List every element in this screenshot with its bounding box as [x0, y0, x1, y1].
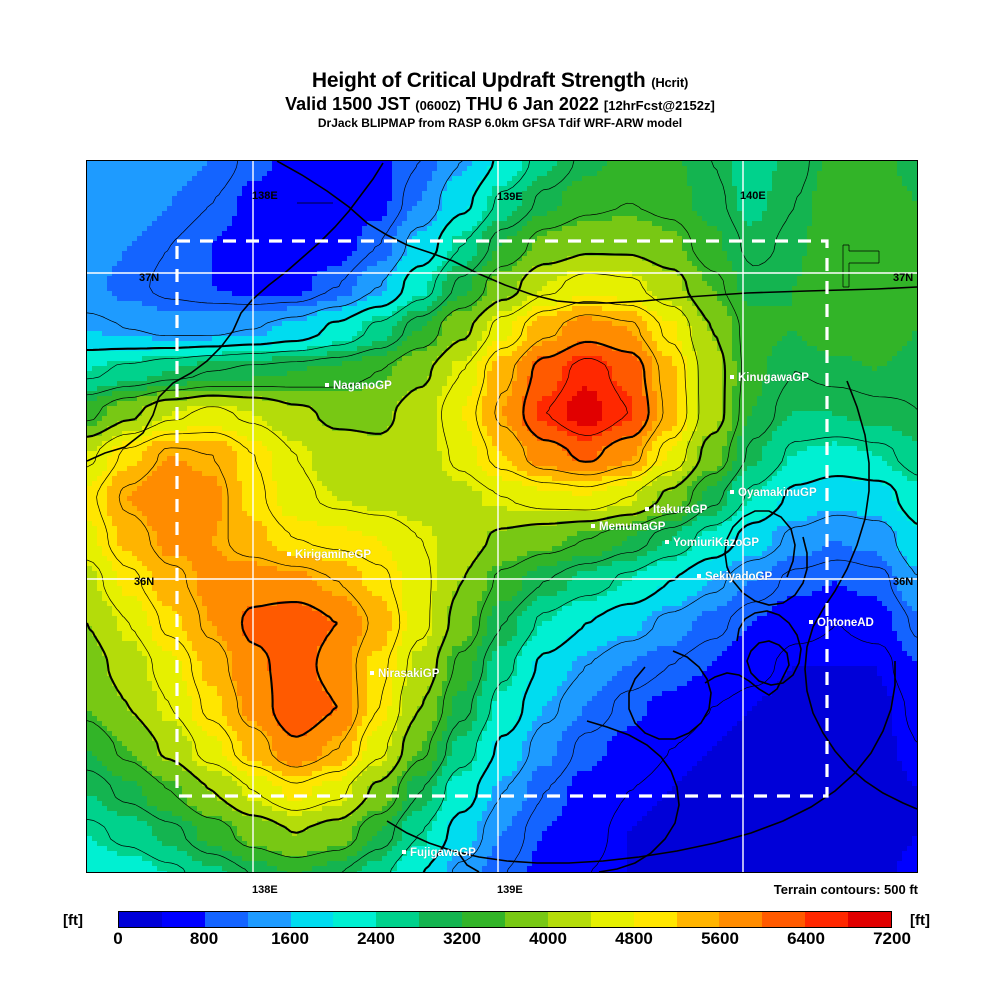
- colorbar-tick-group: 0 800 1600 2400 3200 4000 4800 5600 6400 7200: [113, 929, 911, 953]
- colorbar-tick-5600: 5600: [701, 929, 739, 949]
- valid-prefix: Valid 1500 JST: [285, 94, 410, 114]
- colorbar-band-17: [848, 912, 892, 927]
- valid-utc: (0600Z): [415, 98, 461, 113]
- colorbar-tick-0: 0: [113, 929, 122, 949]
- forecast-domain-box: [175, 239, 829, 798]
- valid-date: THU 6 Jan 2022: [466, 94, 599, 114]
- colorbar-band-7: [419, 912, 463, 927]
- colorbar-band-8: [462, 912, 506, 927]
- axis-label-bottom-138e: 138E: [252, 884, 278, 896]
- colorbar[interactable]: [118, 911, 892, 928]
- colorbar-band-13: [676, 912, 720, 927]
- colorbar-tick-6400: 6400: [787, 929, 825, 949]
- colorbar-band-16: [805, 912, 849, 927]
- model-subtitle: DrJack BLIPMAP from RASP 6.0km GFSA Tdif…: [0, 117, 1000, 129]
- colorbar-band-1: [161, 912, 205, 927]
- colorbar-tick-2400: 2400: [357, 929, 395, 949]
- terrain-contour-note: Terrain contours: 500 ft: [774, 882, 918, 897]
- page-title: Height of Critical Updraft Strength (Hcr…: [0, 70, 1000, 91]
- title-main-suffix: (Hcrit): [651, 75, 688, 90]
- title-valid-line: Valid 1500 JST (0600Z) THU 6 Jan 2022 [1…: [0, 95, 1000, 113]
- title-block: Height of Critical Updraft Strength (Hcr…: [0, 70, 1000, 129]
- terrain-contour-thin: [87, 161, 917, 872]
- colorbar-unit-right: [ft]: [910, 912, 930, 929]
- colorbar-tick-7200: 7200: [873, 929, 911, 949]
- colorbar-band-14: [719, 912, 763, 927]
- colorbar-band-9: [505, 912, 548, 927]
- colorbar-unit-left: [ft]: [63, 912, 83, 929]
- weather-map[interactable]: [86, 160, 918, 873]
- colorbar-band-11: [590, 912, 634, 927]
- scalar-field-layer: [87, 161, 917, 872]
- colorbar-band-3: [247, 912, 291, 927]
- terrain-contour-layer: [87, 161, 917, 872]
- colorbar-band-12: [633, 912, 677, 927]
- graticule-layer: [87, 161, 917, 872]
- colorbar-band-15: [762, 912, 806, 927]
- colorbar-band-0: [119, 912, 162, 927]
- axis-label-bottom-139e: 139E: [497, 884, 523, 896]
- map-raster: [87, 161, 917, 872]
- colorbar-tick-3200: 3200: [443, 929, 481, 949]
- title-main-text: Height of Critical Updraft Strength: [312, 69, 646, 92]
- colorbar-band-6: [376, 912, 420, 927]
- colorbar-band-4: [290, 912, 334, 927]
- colorbar-tick-1600: 1600: [271, 929, 309, 949]
- terrain-contour-bold: [87, 161, 917, 872]
- colorbar-tick-800: 800: [190, 929, 218, 949]
- colorbar-tick-4000: 4000: [529, 929, 567, 949]
- colorbar-band-10: [547, 912, 591, 927]
- colorbar-band-5: [333, 912, 377, 927]
- forecast-tag: [12hrFcst@2152z]: [604, 98, 715, 113]
- colorbar-band-2: [204, 912, 248, 927]
- coastline-layer: [87, 161, 917, 872]
- colorbar-tick-4800: 4800: [615, 929, 653, 949]
